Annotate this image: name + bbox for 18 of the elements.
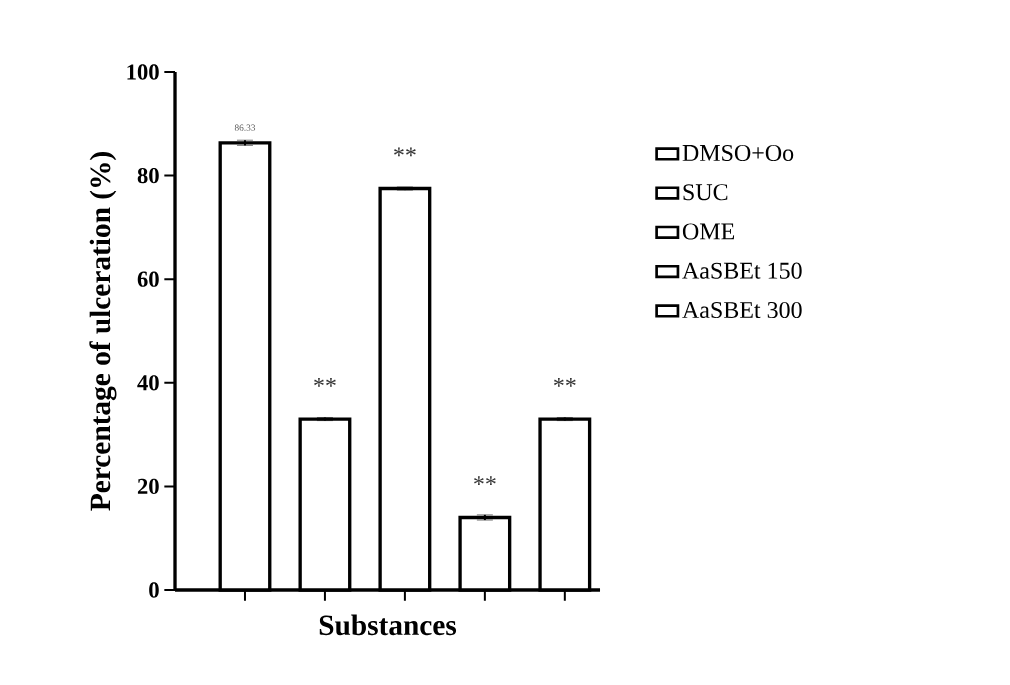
y-tick-label: 40 <box>137 375 159 391</box>
y-tick-label: 100 <box>127 64 159 80</box>
y-tick-label: 80 <box>137 167 159 184</box>
legend-label: AaSBEt 300 <box>682 301 802 319</box>
annotation: ** <box>474 476 496 486</box>
y-tick-label: 20 <box>137 478 159 495</box>
y-tick-label: 0 <box>149 582 159 598</box>
annotation: ** <box>314 377 336 387</box>
y-tick-label: 60 <box>137 271 159 287</box>
legend-label: DMSO+Oo <box>682 144 794 162</box>
legend-label: SUC <box>683 184 728 201</box>
legend-label: OME <box>682 223 735 240</box>
annotation: ** <box>394 147 416 157</box>
x-axis-title: Substances <box>319 614 457 636</box>
y-axis-title: Percentage of ulceration (%) <box>89 152 117 511</box>
data-label: 86.33 <box>234 124 256 131</box>
legend-label: AaSBEt 150 <box>682 262 802 279</box>
annotation: ** <box>554 377 576 387</box>
